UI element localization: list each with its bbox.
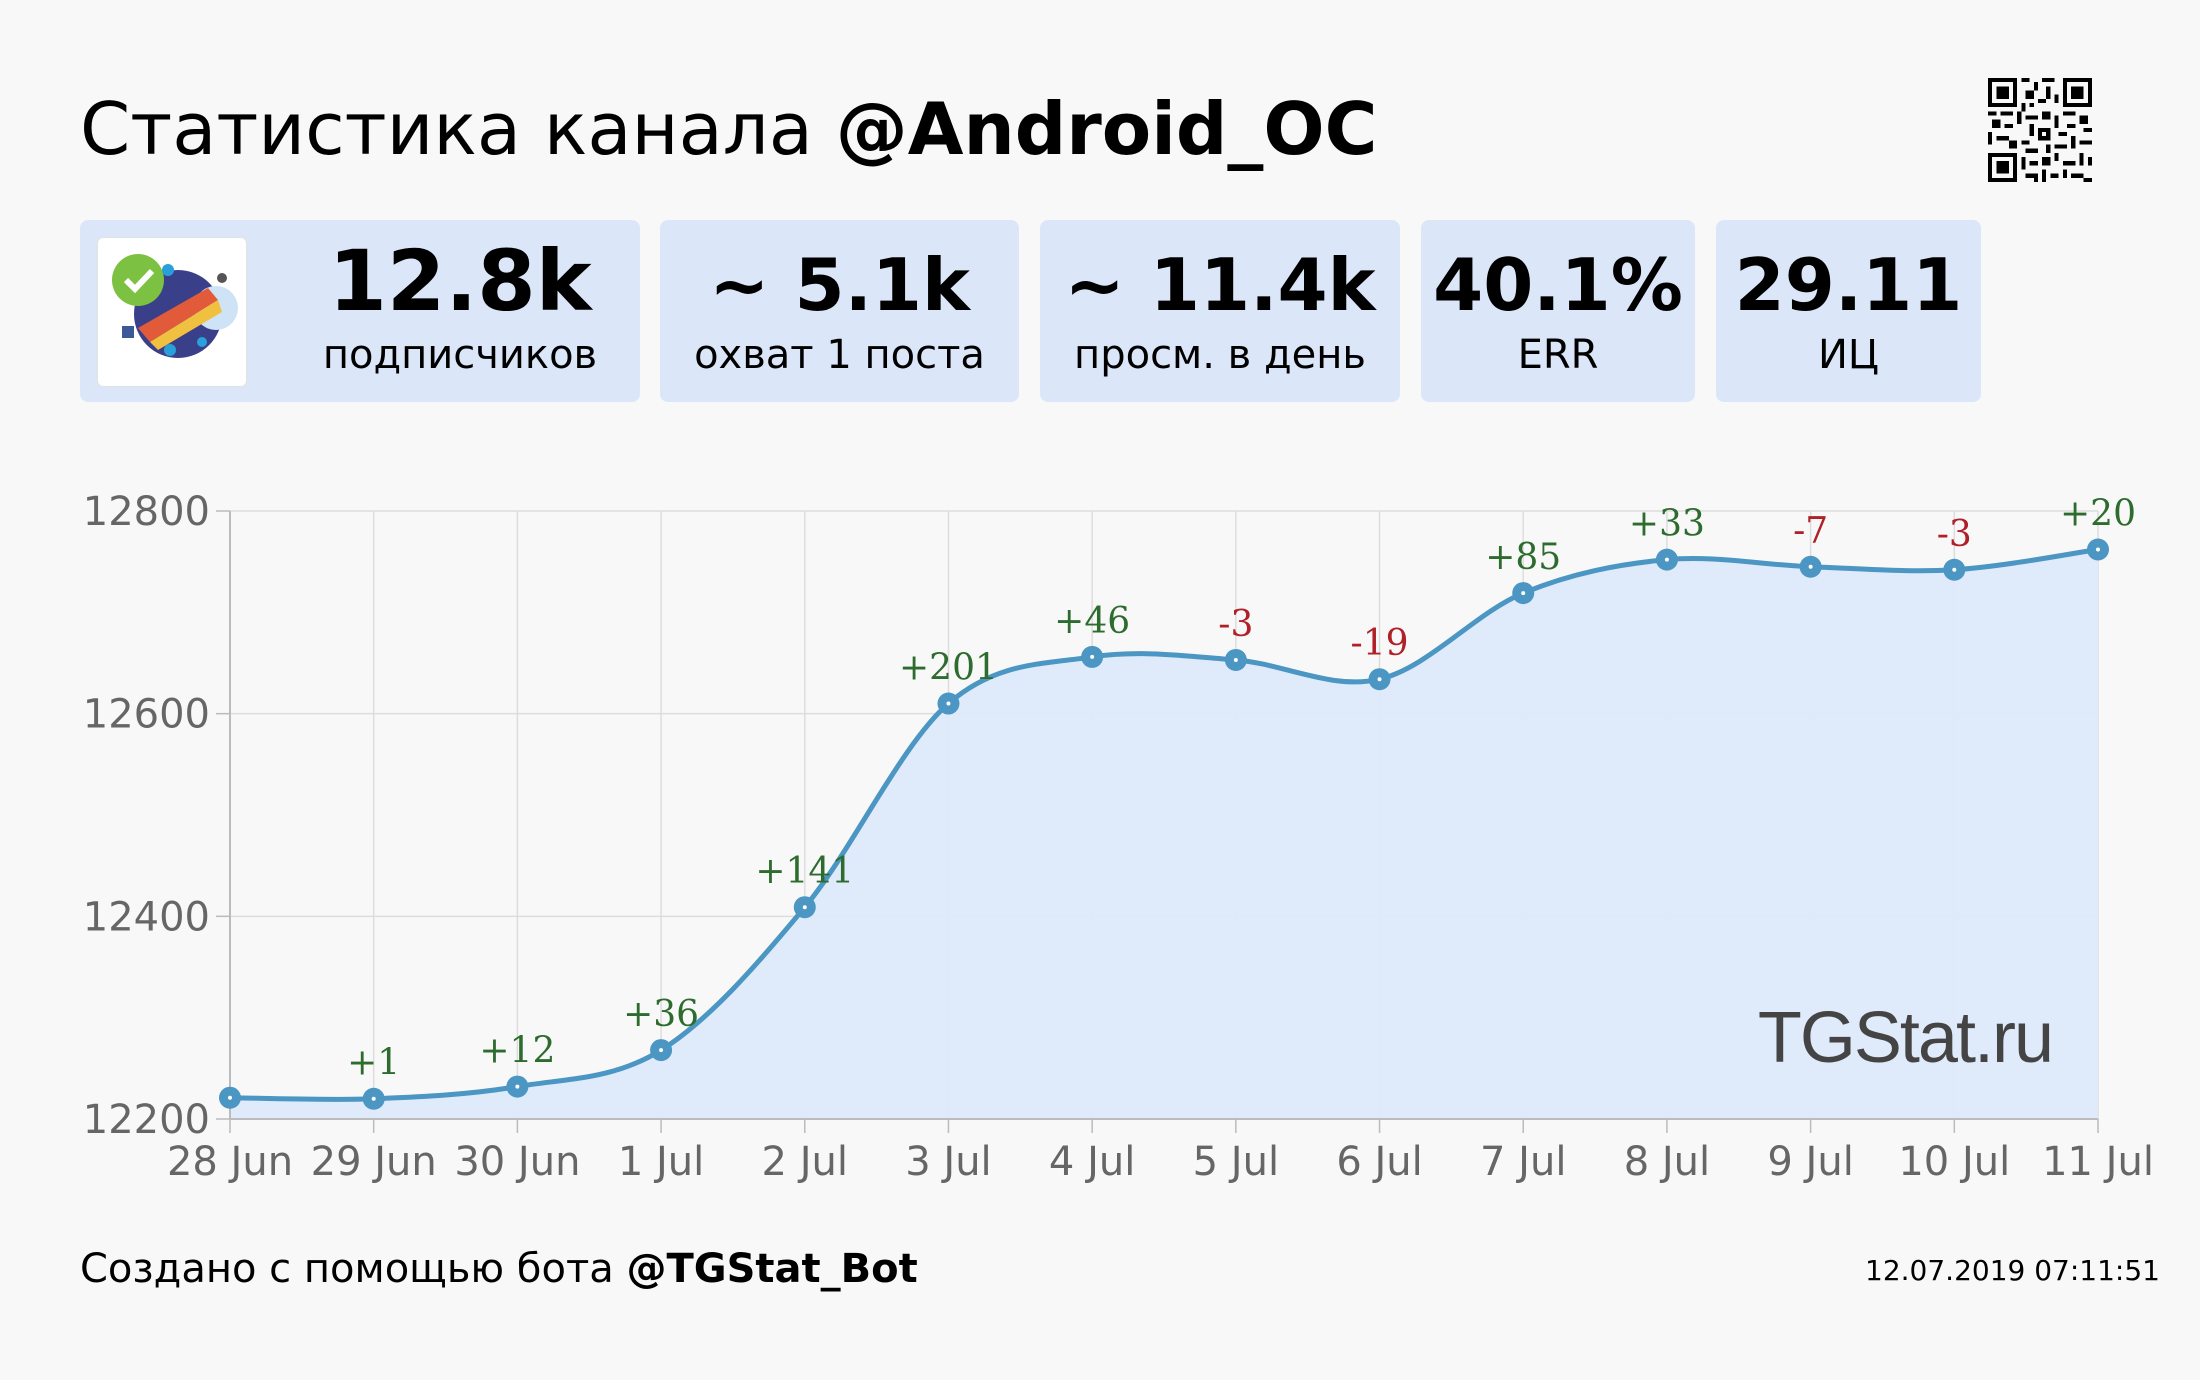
channel-name: @Android_OC [835,87,1378,171]
stat-card-citation-index: 29.11 ИЦ [1716,220,1981,402]
stat-card-err: 40.1% ERR [1421,220,1695,402]
data-label: +201 [899,648,998,689]
data-label: +46 [1054,601,1130,642]
x-tick-label: 8 Jul [1624,1139,1710,1185]
data-label: +1 [347,1043,400,1084]
x-tick-label: 5 Jul [1193,1139,1279,1185]
data-label: +85 [1485,537,1561,578]
data-point-center [1952,567,1957,572]
data-label: -3 [1218,604,1253,645]
data-point-center [515,1084,520,1089]
bot-link[interactable]: @TGStat_Bot [626,1246,918,1292]
stat-label-daily-views: просм. в день [1074,332,1366,378]
x-tick-label: 2 Jul [762,1139,848,1185]
data-point-center [1521,591,1526,596]
x-tick-label: 10 Jul [1898,1139,2010,1185]
series-line [229,547,2099,1102]
stat-value-subscribers: 12.8k [328,232,592,330]
stat-label-err: ERR [1517,332,1599,378]
data-label: +36 [623,994,699,1035]
data-label: -7 [1793,511,1828,552]
data-point-center [2096,547,2100,552]
y-tick-label: 12400 [83,894,210,940]
data-point-center [946,701,951,706]
channel-logo-icon [112,254,238,358]
title-prefix: Статистика канала [80,87,836,171]
stat-value-citation-index: 29.11 [1734,243,1963,327]
x-tick-label: 11 Jul [2042,1139,2154,1185]
channel-avatar [97,237,247,387]
stat-value-reach: ~ 5.1k [709,243,970,327]
page-title: Статистика канала @Android_OC [80,84,1377,174]
qr-code-icon [1988,78,2092,182]
data-point-center [1090,654,1095,659]
stat-label-citation-index: ИЦ [1818,332,1879,378]
data-label: -3 [1937,514,1972,555]
data-point-center [1808,564,1813,569]
x-tick-label: 9 Jul [1767,1139,1853,1185]
stat-value-daily-views: ~ 11.4k [1064,243,1376,327]
stat-card-daily-views: ~ 11.4k просм. в день [1040,220,1400,402]
footer-prefix: Создано с помощью бота [80,1246,627,1292]
data-label: +33 [1629,504,1705,545]
x-tick-label: 30 Jun [454,1139,580,1185]
data-point-center [1377,677,1382,682]
x-tick-label: 6 Jul [1336,1139,1422,1185]
watermark: TGStat.ru [1758,998,2052,1078]
x-tick-label: 1 Jul [618,1139,704,1185]
x-tick-label: 28 Jun [167,1139,293,1185]
y-tick-label: 12200 [83,1097,210,1143]
data-label: +141 [755,851,854,892]
series-area [230,549,2098,1119]
data-point-center [228,1095,232,1100]
stat-card-subscribers: 12.8k подписчиков [80,220,640,402]
data-label: -19 [1351,623,1409,664]
x-tick-label: 29 Jun [311,1139,437,1185]
data-point-center [1233,657,1238,662]
stat-label-reach: охват 1 поста [694,332,985,378]
stat-label-subscribers: подписчиков [322,332,598,378]
data-point-center [802,905,807,910]
stat-value-err: 40.1% [1433,243,1683,327]
data-label: +20 [2060,494,2136,535]
footer-credit: Создано с помощью бота @TGStat_Bot [80,1244,918,1294]
y-tick-label: 12600 [83,692,210,738]
y-tick-label: 12800 [83,489,210,535]
timestamp: 12.07.2019 07:11:51 [1865,1254,2160,1287]
x-tick-label: 4 Jul [1049,1139,1135,1185]
data-label: +12 [479,1031,555,1072]
data-point-center [371,1096,376,1101]
data-point-center [659,1048,664,1053]
data-point-center [1664,557,1669,562]
x-tick-label: 7 Jul [1480,1139,1566,1185]
x-tick-label: 3 Jul [905,1139,991,1185]
stat-card-reach: ~ 5.1k охват 1 поста [660,220,1019,402]
